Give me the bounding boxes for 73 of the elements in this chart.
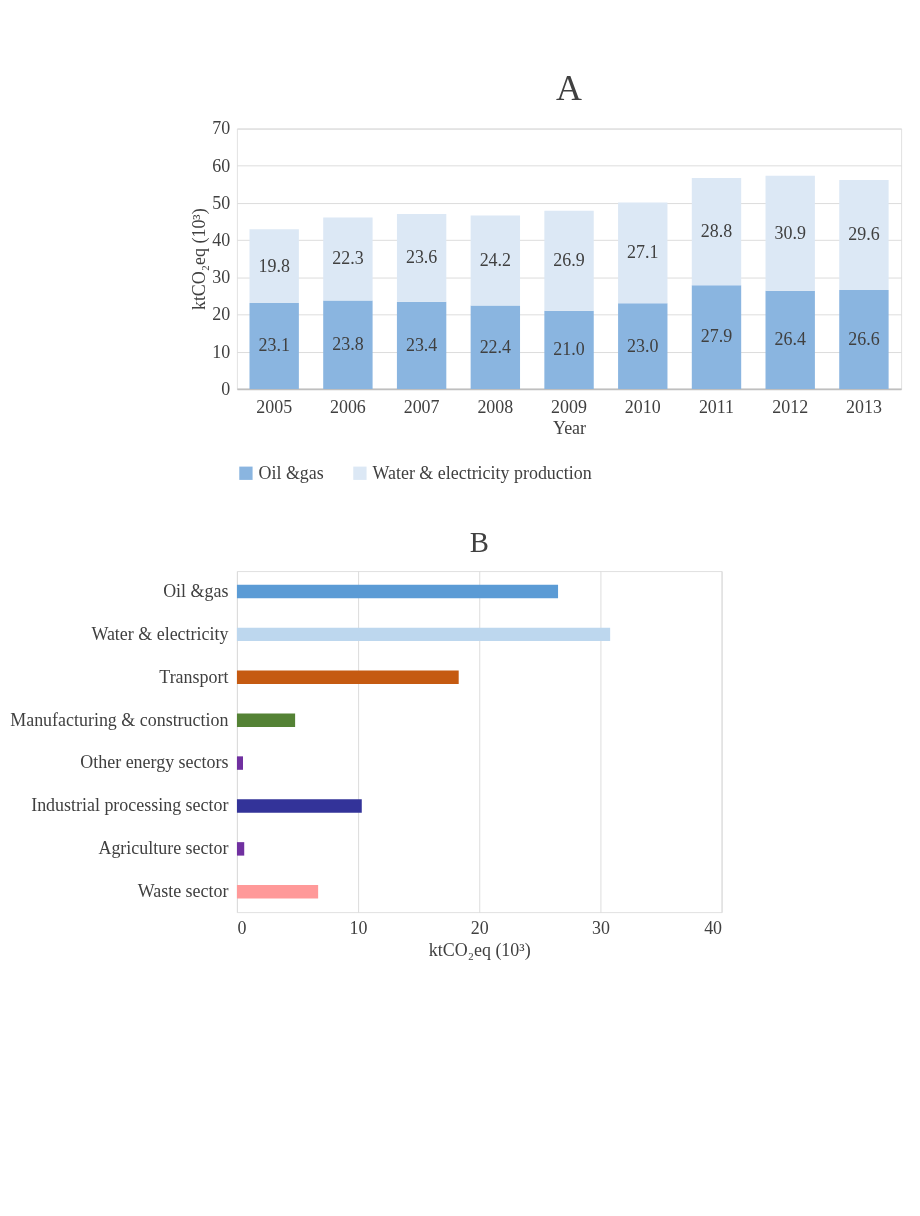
x-tick-label: 40 (704, 918, 723, 939)
y-tick-label: Other energy sectors (80, 752, 229, 773)
data-label: 23.1 (258, 335, 290, 356)
x-tick-label: 2010 (624, 396, 661, 417)
data-label: 26.6 (848, 328, 880, 349)
y-tick-label: 20 (212, 304, 231, 325)
y-tick-label: Agriculture sector (98, 838, 229, 859)
bar (765, 290, 815, 389)
x-tick-label: 0 (237, 918, 247, 939)
y-tick-label: 30 (212, 267, 231, 288)
x-tick-label: 2013 (845, 396, 882, 417)
y-axis-title: ktCO₂eq (10³) (189, 208, 211, 311)
bar (691, 178, 742, 286)
data-label: 30.9 (774, 222, 806, 243)
x-axis-title: ktCO₂eq (10³) (428, 939, 531, 961)
data-label: 27.1 (627, 242, 659, 263)
x-tick-label: 30 (591, 918, 610, 939)
bar (249, 229, 299, 303)
bar (839, 179, 889, 290)
bar (544, 310, 594, 389)
chart-title: B (469, 526, 489, 559)
x-tick-label: 2011 (698, 396, 735, 417)
y-tick-label: 10 (212, 341, 231, 362)
bar (323, 217, 373, 301)
bar (839, 289, 889, 389)
bar (470, 215, 521, 306)
data-label: 28.8 (700, 220, 733, 241)
data-label: 26.4 (774, 329, 806, 350)
data-label: 19.8 (258, 255, 290, 276)
x-tick-label: 2006 (329, 396, 366, 417)
data-label: 22.3 (332, 248, 364, 269)
x-axis-title: Year (552, 418, 587, 439)
y-tick-label: Industrial processing sector (31, 795, 229, 816)
legend-label: Water & electricity production (372, 462, 592, 483)
bar (323, 300, 373, 389)
y-tick-label: 0 (221, 378, 231, 399)
y-tick-label: Water & electricity (91, 623, 229, 644)
x-tick-label: 2008 (477, 396, 514, 417)
bar (544, 210, 594, 311)
data-label: 23.6 (405, 247, 438, 268)
bar (765, 175, 815, 291)
y-tick-label: Waste sector (137, 881, 229, 902)
data-label: 21.0 (553, 339, 585, 360)
y-tick-label: 50 (212, 192, 231, 213)
y-tick-label: Oil &gas (163, 580, 229, 601)
data-label: 23.8 (332, 334, 364, 355)
chart-title: A (556, 67, 583, 108)
bar (249, 302, 299, 389)
x-tick-label: 20 (470, 918, 489, 939)
y-tick-label: Manufacturing & construction (10, 709, 229, 730)
data-label: 24.2 (479, 249, 512, 270)
data-label: 27.9 (700, 326, 733, 347)
bar (618, 202, 668, 304)
x-tick-label: 2009 (551, 396, 588, 417)
bar (396, 301, 447, 389)
x-tick-label: 2007 (403, 396, 440, 417)
bar (691, 285, 742, 389)
data-label: 23.0 (627, 335, 659, 356)
y-tick-label: 40 (212, 229, 231, 250)
bar (470, 305, 521, 389)
y-tick-label: 70 (212, 118, 231, 139)
y-tick-label: 60 (212, 155, 231, 176)
x-tick-label: 2012 (772, 396, 809, 417)
legend-label: Oil &gas (258, 462, 324, 483)
x-tick-label: 2005 (256, 396, 293, 417)
data-label: 23.4 (405, 334, 438, 355)
data-label: 29.6 (848, 224, 880, 245)
bar (396, 214, 447, 302)
y-tick-label: Transport (159, 666, 229, 687)
data-label: 22.4 (479, 336, 512, 357)
x-tick-label: 10 (349, 918, 368, 939)
data-label: 26.9 (553, 250, 585, 271)
bar (618, 303, 668, 389)
